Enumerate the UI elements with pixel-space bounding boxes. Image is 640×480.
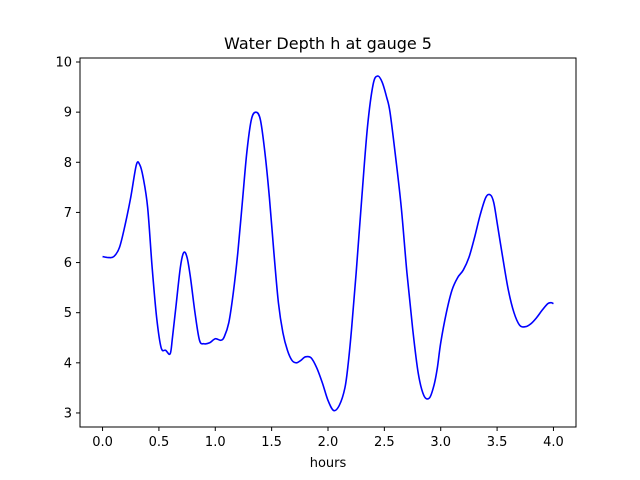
y-tick-label: 7 <box>64 206 72 221</box>
x-tick-label: 4.0 <box>543 435 564 450</box>
x-tick-label: 3.5 <box>487 435 508 450</box>
y-tick-label: 3 <box>64 406 72 421</box>
plot-frame <box>79 57 577 428</box>
series-line <box>102 75 554 412</box>
y-tick-label: 8 <box>64 156 72 171</box>
x-tick-label: 0.5 <box>149 435 170 450</box>
y-tick-label: 10 <box>55 56 72 71</box>
x-tick-label: 3.0 <box>430 435 451 450</box>
y-tick-label: 5 <box>64 306 72 321</box>
y-tick-label: 6 <box>64 256 72 271</box>
plot-area <box>102 75 554 412</box>
y-tick-label: 4 <box>64 356 72 371</box>
x-tick-label: 0.0 <box>92 435 113 450</box>
x-tick-label: 2.0 <box>318 435 339 450</box>
chart-title: Water Depth h at gauge 5 <box>224 34 432 53</box>
axis-ticks: 0.0 0.5 1.0 1.5 2.0 2.5 3.0 3.5 4.0 3 4 5 6 7 8 9 10 <box>55 56 563 450</box>
x-tick-label: 1.0 <box>205 435 226 450</box>
y-tick-label: 9 <box>64 106 72 121</box>
x-tick-label: 2.5 <box>374 435 395 450</box>
x-tick-label: 1.5 <box>261 435 282 450</box>
x-axis-label: hours <box>310 456 347 471</box>
